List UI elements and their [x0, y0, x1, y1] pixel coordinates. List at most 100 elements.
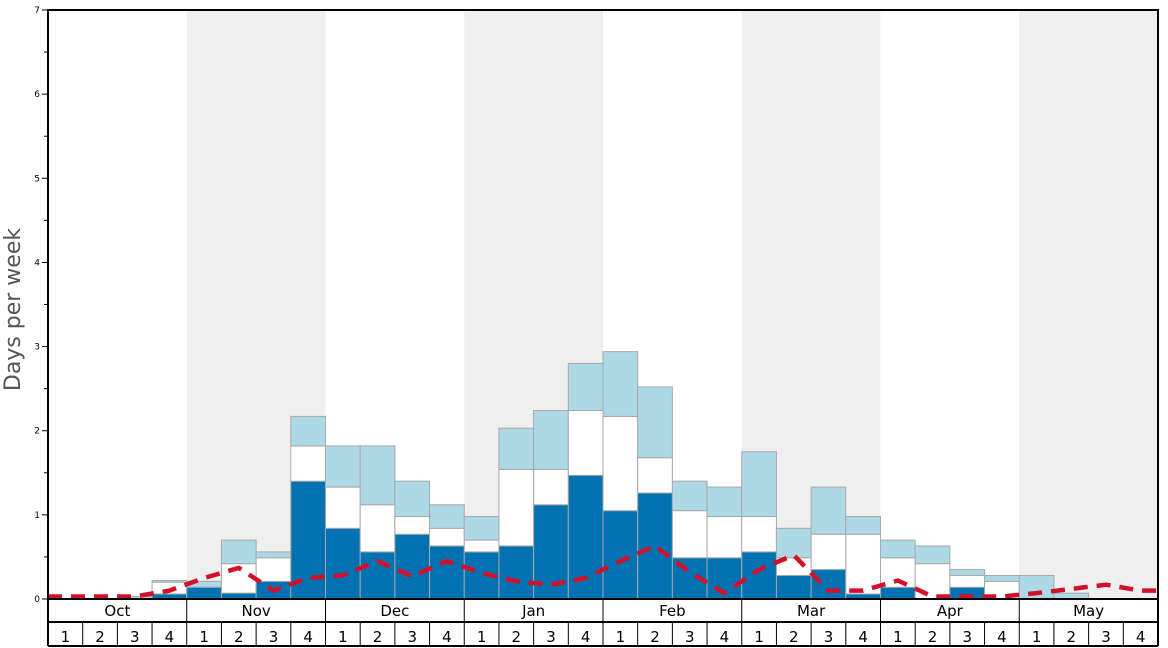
bar-segment [845, 533, 881, 595]
month-label: Feb [659, 602, 686, 620]
y-tick-label: 3 [34, 343, 40, 353]
week-label: 1 [199, 628, 209, 646]
trend-line-group [48, 543, 1158, 599]
bar-segment [567, 474, 604, 600]
week-label: 3 [685, 628, 695, 646]
month-label: Mar [797, 602, 826, 620]
month-label: Nov [241, 602, 270, 620]
bar-segment [498, 427, 535, 470]
bar-segment [463, 539, 500, 553]
bar-segment [359, 504, 396, 553]
bar-segment [498, 468, 535, 547]
week-label: 4 [858, 628, 868, 646]
month-label: Jan [521, 602, 545, 620]
bar-segment [394, 480, 431, 518]
week-label: 2 [928, 628, 938, 646]
bar-segment [880, 586, 916, 600]
week-label: 4 [165, 628, 175, 646]
week-label: 4 [303, 628, 313, 646]
week-label: 1 [1032, 628, 1042, 646]
y-tick-label: 7 [34, 6, 40, 16]
bar-segment [741, 551, 777, 600]
bar-segment [1018, 574, 1055, 600]
x-axis: Oct Nov Dec Jan Feb Mar Apr May 1 2 3 4 1 2 3 4 1 2 3 4 1 2 3 4… [47, 599, 1159, 647]
y-tick-label: 1 [34, 511, 40, 521]
week-label: 4 [997, 628, 1007, 646]
bar-segment [290, 445, 326, 482]
bar-segment [151, 579, 188, 583]
bar-segment [463, 516, 500, 541]
bar-segment [359, 445, 396, 506]
week-label: 2 [650, 628, 660, 646]
bar-segment [255, 557, 292, 582]
week-label: 4 [442, 628, 452, 646]
week-label: 3 [269, 628, 279, 646]
week-label: 2 [373, 628, 383, 646]
bar-segment [533, 468, 569, 506]
bar-segment [325, 486, 361, 529]
week-label: 2 [1067, 628, 1077, 646]
y-tick-label: 6 [34, 90, 40, 100]
bar-segment [810, 486, 847, 535]
week-label: 1 [61, 628, 71, 646]
bar-segment [220, 539, 257, 565]
bar-segment [602, 351, 639, 417]
week-label: 1 [616, 628, 626, 646]
trend-line [48, 543, 1158, 599]
bar-segment [914, 563, 951, 600]
bar-segment [429, 504, 465, 529]
bar-segment [949, 569, 986, 576]
bar-segment [741, 451, 777, 518]
week-label: 3 [130, 628, 140, 646]
week-label: 3 [407, 628, 417, 646]
bar-segment [914, 545, 951, 565]
bar-segment [810, 569, 847, 600]
month-label: Oct [104, 602, 130, 620]
week-label: 1 [477, 628, 487, 646]
bar-segment [255, 551, 292, 559]
bar-segment [671, 480, 708, 512]
bar-segment [567, 410, 604, 476]
bar-segment [775, 574, 812, 600]
bar-segment [533, 410, 569, 470]
y-tick-label: 0 [34, 595, 40, 605]
bar-segment [429, 545, 465, 600]
bar-segment [984, 574, 1020, 582]
y-axis-label: Days per week [1, 228, 26, 391]
week-label: 2 [95, 628, 105, 646]
bar-segment [671, 510, 708, 559]
bar-segment [741, 516, 777, 553]
bar-segment [602, 510, 639, 600]
week-label: 1 [338, 628, 348, 646]
week-label: 4 [720, 628, 730, 646]
bar-segment [775, 527, 812, 559]
bar-segment [186, 586, 222, 600]
bar-segment [706, 486, 743, 518]
y-tick-label: 2 [34, 427, 40, 437]
y-axis: 0 1 2 3 4 5 6 7 [34, 6, 48, 605]
month-shading-bands [186, 10, 1158, 599]
week-label: 1 [754, 628, 764, 646]
bar-segment [394, 516, 431, 535]
week-label: 4 [1136, 628, 1146, 646]
bar-segment [880, 539, 916, 559]
bar-segment [394, 533, 431, 600]
bar-segment [325, 445, 361, 488]
week-label: 2 [789, 628, 799, 646]
week-label: 4 [581, 628, 591, 646]
bar-segment [498, 545, 535, 600]
week-label: 2 [512, 628, 522, 646]
y-tick-label: 5 [34, 174, 40, 184]
bar-segment [637, 386, 673, 459]
week-label: 3 [962, 628, 972, 646]
week-label: 3 [546, 628, 556, 646]
month-label: May [1073, 602, 1104, 620]
bar-segment [810, 533, 847, 571]
week-label: 3 [824, 628, 834, 646]
week-label: 1 [893, 628, 903, 646]
bar-segment [429, 527, 465, 547]
bar-segment [637, 492, 673, 600]
month-label: Dec [380, 602, 409, 620]
bar-segment [637, 457, 673, 494]
